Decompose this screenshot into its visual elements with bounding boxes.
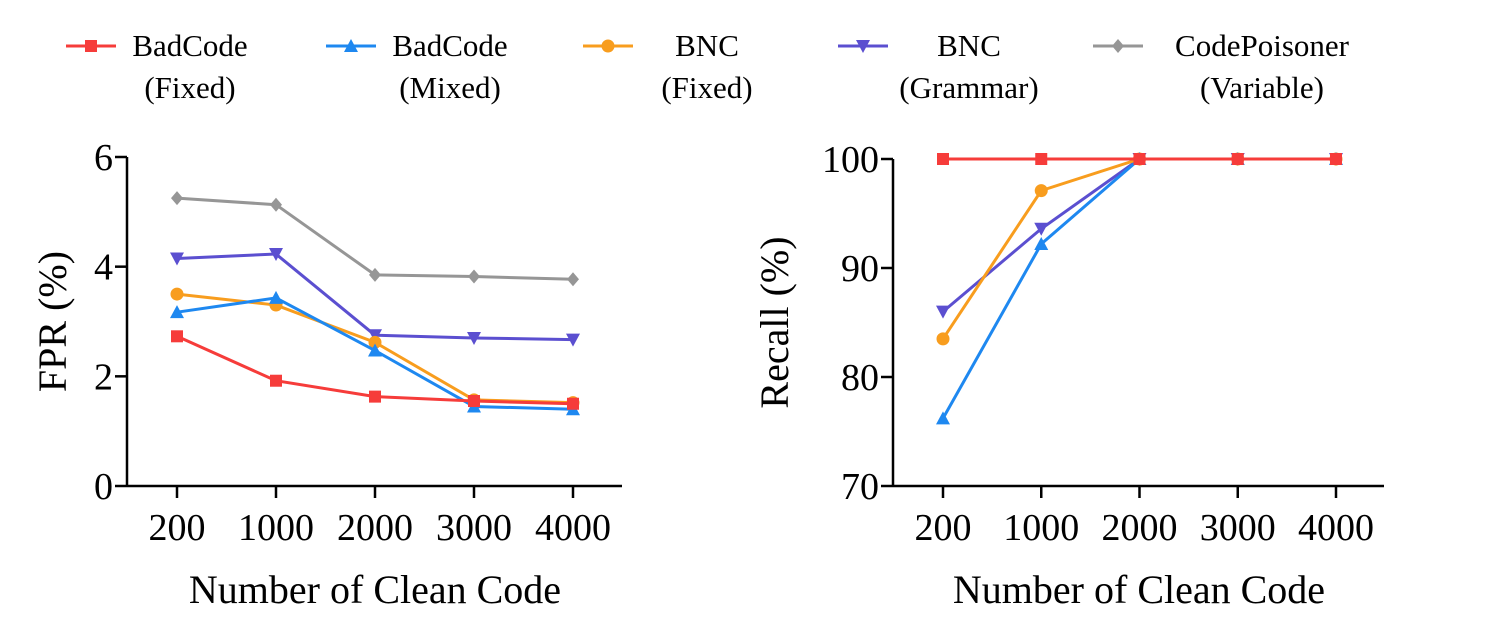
series-line <box>942 157 1336 313</box>
y-tick-label: 4 <box>94 247 113 289</box>
x-tick-label: 200 <box>149 507 206 549</box>
data-point <box>1034 222 1049 236</box>
data-point <box>269 248 283 262</box>
series-codepoisoner-variable <box>171 191 579 287</box>
x-tick-label: 3000 <box>436 507 512 549</box>
data-point <box>1133 153 1146 165</box>
data-point <box>1034 237 1049 251</box>
y-tick-label: 6 <box>94 137 113 179</box>
data-point <box>368 335 382 349</box>
x-tick-label: 2000 <box>337 507 413 549</box>
data-point <box>1330 153 1342 165</box>
y-tick-label: 100 <box>822 139 879 181</box>
x-tick-label: 1000 <box>1003 507 1079 549</box>
legend-label-line2: (Variable) <box>1200 70 1324 105</box>
legend-marker <box>601 39 615 53</box>
data-point <box>468 395 480 408</box>
data-point <box>368 343 382 357</box>
data-point <box>170 252 184 266</box>
fpr-chart: 0 2 4 6 200 1000 2000 3000 4000 Number of Clean C… <box>30 137 622 612</box>
series-line <box>176 252 574 342</box>
data-point <box>171 191 183 206</box>
legend-item-badcode-mixed: BadCode (Mixed) <box>326 28 508 105</box>
series-line <box>941 157 1336 420</box>
data-point <box>937 153 949 165</box>
data-point <box>1231 153 1244 165</box>
x-axis-title: Number of Clean Code <box>953 567 1325 612</box>
y-tick-label: 70 <box>841 466 879 508</box>
data-point <box>369 267 381 282</box>
y-tick-label: 80 <box>841 357 879 399</box>
x-tick-label: 4000 <box>535 507 611 549</box>
x-tick-label: 3000 <box>1200 507 1276 549</box>
data-point <box>270 374 282 387</box>
y-axis-title: FPR (%) <box>30 251 75 392</box>
data-point <box>369 390 381 403</box>
recall-chart: 70 80 90 100 200 1000 2000 3000 4000 Number of Cl… <box>752 139 1384 612</box>
series-badcode-mixed <box>936 152 1343 425</box>
legend-label-line1: BadCode <box>132 28 247 63</box>
data-point <box>566 333 580 347</box>
data-point <box>1035 153 1048 165</box>
data-point <box>567 272 579 287</box>
data-point <box>170 287 184 301</box>
x-tick-label: 4000 <box>1298 507 1374 549</box>
legend: BadCode(Fixed)BadCode(Mixed)BNC(Fixed)BN… <box>66 28 1350 105</box>
data-point <box>468 269 480 284</box>
legend-item-bnc-fixed: BNC (Fixed) <box>583 28 753 105</box>
legend-label-line1: BNC <box>675 28 739 63</box>
series-bnc-fixed <box>936 152 1343 346</box>
data-point <box>1034 184 1048 198</box>
data-point <box>170 305 184 319</box>
legend-item-codepoisoner-variable: CodePoisoner (Variable) <box>1093 28 1350 105</box>
legend-marker <box>856 40 870 53</box>
x-tick-label: 200 <box>915 507 972 549</box>
x-tick-label: 1000 <box>238 507 314 549</box>
y-tick-label: 90 <box>841 248 879 290</box>
data-point <box>270 197 282 212</box>
legend-label-line2: (Mixed) <box>399 70 501 105</box>
series-bnc-grammar <box>170 248 580 347</box>
data-point <box>269 290 283 304</box>
legend-label-line2: (Grammar) <box>899 70 1038 105</box>
legend-label-line1: BNC <box>937 28 1001 63</box>
y-axis-title: Recall (%) <box>752 236 797 408</box>
legend-marker <box>1112 39 1124 53</box>
data-point <box>936 305 950 319</box>
series-badcode-fixed <box>171 330 579 410</box>
x-axis-title: Number of Clean Code <box>189 567 561 612</box>
data-point <box>936 411 950 425</box>
data-point <box>467 331 481 345</box>
legend-label-line2: (Fixed) <box>661 70 752 105</box>
legend-item-badcode-fixed: BadCode (Fixed) <box>66 28 248 105</box>
legend-label-line2: (Fixed) <box>144 70 235 105</box>
data-point <box>936 332 950 346</box>
legend-marker <box>344 39 358 52</box>
legend-marker <box>85 40 97 52</box>
legend-item-bnc-grammar: BNC (Grammar) <box>838 28 1039 105</box>
data-point <box>567 397 579 410</box>
series-badcode-fixed <box>937 153 1342 165</box>
y-tick-label: 0 <box>94 466 113 508</box>
legend-label-line1: CodePoisoner <box>1175 28 1350 63</box>
series-bnc-grammar <box>936 153 1343 319</box>
legend-label-line1: BadCode <box>392 28 507 63</box>
x-tick-label: 2000 <box>1102 507 1178 549</box>
data-point <box>368 329 382 343</box>
y-tick-label: 2 <box>94 356 113 398</box>
series-line <box>176 196 574 281</box>
data-point <box>171 330 183 343</box>
